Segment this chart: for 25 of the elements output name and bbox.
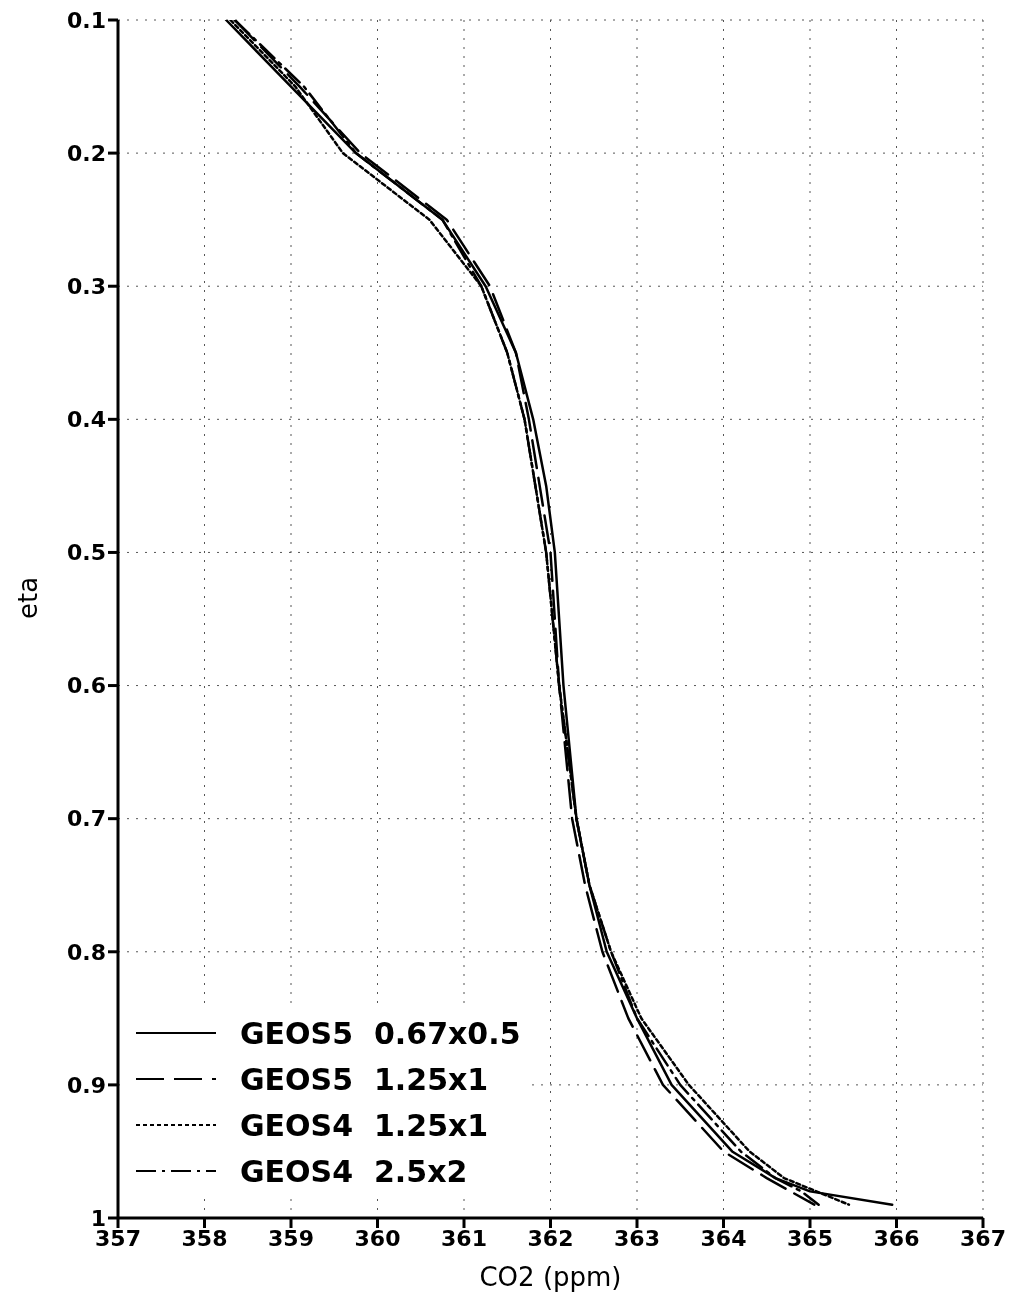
y-tick-label: 0.6 — [67, 673, 106, 699]
y-tick-label: 0.8 — [67, 939, 106, 965]
y-tick-label: 0.5 — [67, 540, 106, 566]
y-tick-label: 0.7 — [67, 806, 106, 832]
x-tick-label: 359 — [268, 1225, 314, 1251]
legend-label: GEOS5 1.25x1 — [240, 1061, 489, 1097]
legend-label: GEOS4 1.25x1 — [240, 1107, 489, 1143]
y-tick-label: 0.9 — [67, 1072, 106, 1098]
x-tick-label: 367 — [960, 1225, 1006, 1251]
x-tick-label: 366 — [873, 1225, 920, 1251]
y-tick-label: 0.2 — [67, 140, 106, 166]
x-tick-label: 361 — [441, 1225, 487, 1251]
x-tick-label: 358 — [181, 1225, 228, 1251]
x-tick-label: 360 — [354, 1225, 401, 1251]
x-tick-label: 362 — [527, 1225, 574, 1251]
x-axis-title: CO2 (ppm) — [479, 1262, 622, 1292]
y-axis-title: eta — [13, 576, 44, 619]
x-tick-label: 364 — [700, 1225, 747, 1251]
y-tick-label: 0.4 — [67, 407, 106, 433]
x-tick-label: 365 — [787, 1225, 833, 1251]
y-tick-label: 0.3 — [67, 274, 106, 300]
legend-label: GEOS5 0.67x0.5 — [240, 1015, 521, 1051]
x-tick-label: 363 — [614, 1225, 660, 1251]
legend-label: GEOS4 2.5x2 — [240, 1153, 468, 1189]
y-tick-label: 0.1 — [67, 7, 106, 33]
